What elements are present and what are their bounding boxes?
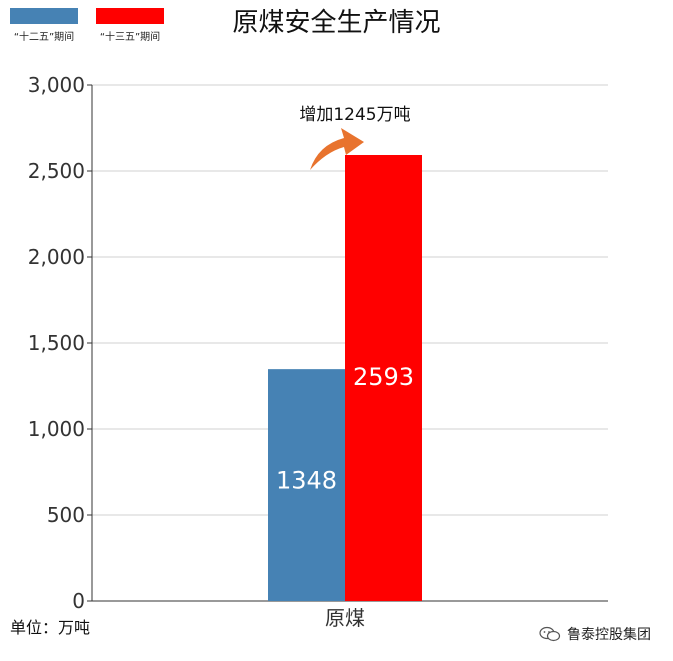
watermark: 鲁泰控股集团 [539,624,651,644]
chart-title: 原煤安全生产情况 [232,8,441,38]
y-tick-label: 2,000 [28,245,85,269]
y-tick-label: 500 [47,503,85,527]
y-tick-label: 1,500 [28,331,85,355]
legend-swatch-series-2 [96,8,164,24]
bar-series-2 [345,155,422,601]
legend-swatch-series-1 [10,8,78,24]
x-tick-label: 原煤 [325,606,365,630]
data-label-series-1: 1348 [276,466,337,494]
legend-label-series-1: “十二五”期间 [13,32,75,43]
watermark-text: 鲁泰控股集团 [567,627,651,643]
legend: “十二五”期间 “十三五”期间 [10,8,164,43]
y-tick-label: 2,500 [28,159,85,183]
y-tick-label: 0 [72,589,85,613]
growth-arrow-icon [310,128,364,170]
legend-label-series-2: “十三五”期间 [99,32,161,43]
wechat-icon [539,626,561,642]
annotation-text: 增加1245万吨 [299,105,410,125]
legend-item-series-1: “十二五”期间 [10,8,78,43]
unit-label: 单位：万吨 [10,618,91,637]
y-tick-label: 1,000 [28,417,85,441]
legend-item-series-2: “十三五”期间 [96,8,164,43]
data-label-series-2: 2593 [353,363,414,391]
y-tick-label: 3,000 [28,73,85,97]
bar-series-1 [268,369,345,601]
